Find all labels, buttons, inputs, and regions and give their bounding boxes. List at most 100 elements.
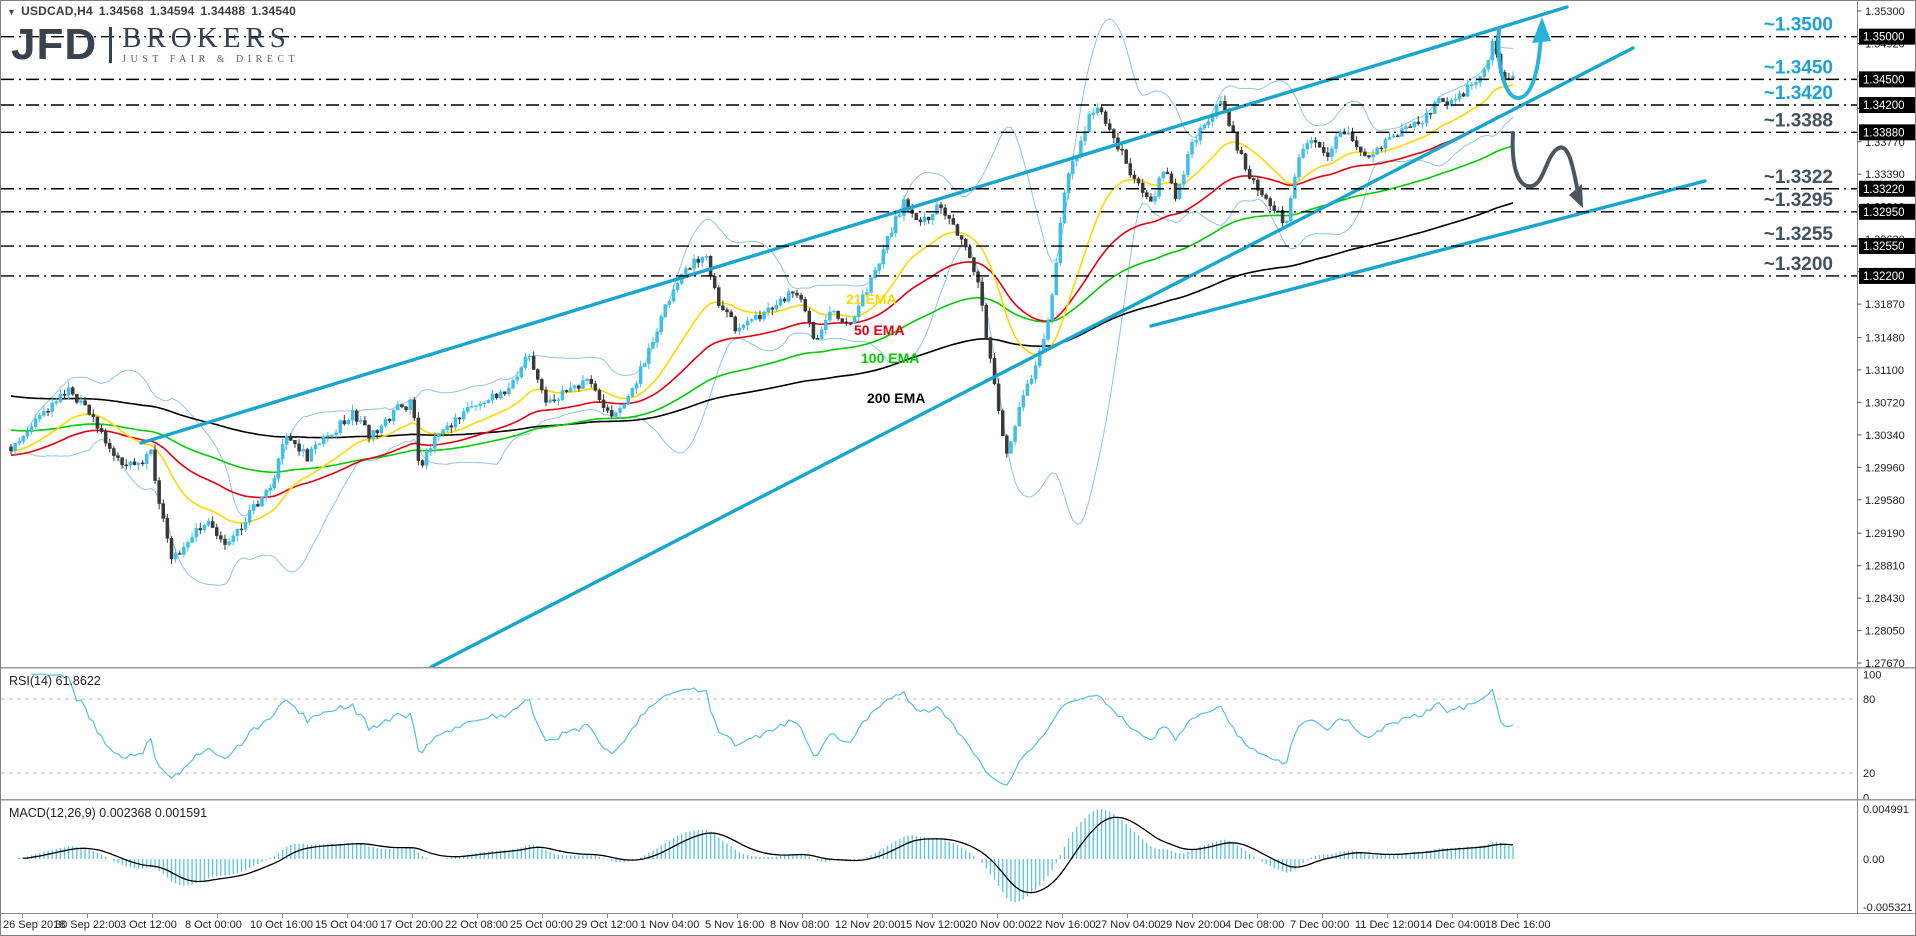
bear-candle	[1358, 146, 1363, 153]
bull-candle	[17, 441, 21, 444]
bull-candle	[819, 329, 824, 340]
bear-candle	[939, 204, 943, 209]
bear-candle	[1227, 111, 1231, 126]
bull-candle	[548, 399, 552, 403]
bull-candle	[1186, 154, 1190, 176]
bear-candle	[848, 323, 853, 325]
bull-candle	[227, 541, 231, 545]
bear-candle	[70, 387, 75, 395]
bull-candle	[470, 406, 474, 408]
bear-candle	[404, 406, 408, 410]
bull-candle	[453, 417, 458, 428]
level-price-box	[1859, 28, 1915, 45]
time-axis-label: 5 Nov 16:00	[705, 919, 765, 931]
bull-candle	[1330, 148, 1334, 157]
time-axis-label: 14 Dec 04:00	[1420, 919, 1486, 931]
quote-header: ▼ USDCAD,H4 1.34568 1.34594 1.34488 1.34540	[7, 4, 302, 18]
channel-support-line	[429, 46, 1635, 667]
bear-candle	[593, 383, 598, 391]
bull-candle	[1025, 383, 1030, 396]
bear-candle	[108, 442, 112, 449]
time-axis-label: 30 Sep 22:00	[55, 919, 121, 931]
bull-candle	[622, 404, 626, 409]
bear-candle	[420, 460, 425, 466]
bear-candle	[1136, 178, 1141, 184]
bear-candle	[161, 503, 166, 519]
quote-high: 1.34594	[149, 4, 195, 18]
level-price-box	[1859, 203, 1915, 220]
bull-candle	[527, 355, 532, 358]
bull-candle	[684, 268, 688, 275]
bear-candle	[153, 449, 157, 481]
bull-candle	[1371, 154, 1375, 158]
bear-candle	[91, 414, 96, 418]
bull-candle	[313, 444, 318, 450]
bear-candle	[688, 268, 692, 270]
bear-candle	[1231, 125, 1235, 133]
bear-candle	[1132, 174, 1137, 179]
bull-candle	[902, 199, 906, 216]
bear-candle	[116, 455, 120, 458]
time-axis-label: 12 Nov 20:00	[835, 919, 901, 931]
bear-candle	[1379, 147, 1384, 150]
bull-candle	[260, 496, 264, 507]
bull-candle	[466, 406, 470, 412]
bull-candle	[507, 387, 511, 395]
bear-candle	[1428, 112, 1433, 115]
bear-candle	[696, 258, 700, 263]
bull-candle	[634, 383, 639, 389]
bear-candle	[1416, 121, 1421, 125]
time-axis-tick	[1192, 914, 1193, 918]
macd-histogram	[18, 809, 1514, 903]
bear-candle	[791, 291, 795, 294]
bull-candle	[350, 410, 355, 421]
bear-candle	[1243, 153, 1248, 170]
bear-candle	[795, 292, 799, 296]
bear-candle	[1396, 135, 1400, 137]
bull-candle	[754, 314, 758, 320]
level-price-box-label: 1.32950	[1863, 207, 1905, 219]
bear-candle	[729, 311, 733, 318]
time-axis-tick	[412, 914, 413, 918]
bull-candle	[1470, 84, 1474, 86]
bear-candle	[219, 535, 223, 540]
quote-close: 1.34540	[251, 4, 297, 18]
bull-candle	[1070, 160, 1075, 174]
bull-candle	[379, 425, 384, 434]
bear-candle	[535, 369, 540, 380]
bull-candle	[276, 458, 281, 479]
bear-candle	[811, 322, 816, 339]
level-label: ~1.3295	[1764, 190, 1834, 211]
ema-200-label: 200 EMA	[867, 390, 925, 406]
bull-candle	[663, 304, 668, 317]
symbol-dropdown-icon[interactable]: ▼	[7, 7, 17, 17]
time-axis-tick	[997, 914, 998, 918]
main-price-chart[interactable]: ~1.3500~1.3450~1.3420~1.3388~1.3322~1.32…	[1, 1, 1916, 667]
bull-candle	[1346, 132, 1351, 135]
bull-candle	[428, 448, 433, 453]
price-plot-area[interactable]	[1, 5, 1858, 667]
bull-candle	[359, 420, 363, 422]
bull-candle	[1305, 142, 1309, 150]
bear-candle	[75, 393, 79, 403]
bull-candle	[268, 487, 272, 491]
time-axis-label: 29 Oct 12:00	[575, 919, 638, 931]
bull-candle	[675, 283, 680, 290]
bull-candle	[202, 524, 207, 531]
level-price-box	[1859, 97, 1915, 114]
bull-candle	[1153, 196, 1157, 202]
bull-candle	[1338, 131, 1342, 138]
bear-candle	[494, 393, 499, 399]
time-axis-tick	[477, 914, 478, 918]
bear-candle	[1354, 140, 1359, 148]
time-axis-label: 26 Sep 2018	[3, 919, 66, 931]
level-label: ~1.3420	[1764, 83, 1833, 104]
bear-candle	[968, 246, 972, 258]
bear-candle	[540, 379, 544, 391]
bull-candle	[445, 425, 449, 430]
time-axis-tick	[1387, 914, 1388, 918]
bull-candle	[630, 388, 635, 397]
price-axis-tick-label: 1.30720	[1865, 397, 1905, 409]
bull-candle	[626, 396, 631, 405]
time-axis-tick	[607, 914, 608, 918]
